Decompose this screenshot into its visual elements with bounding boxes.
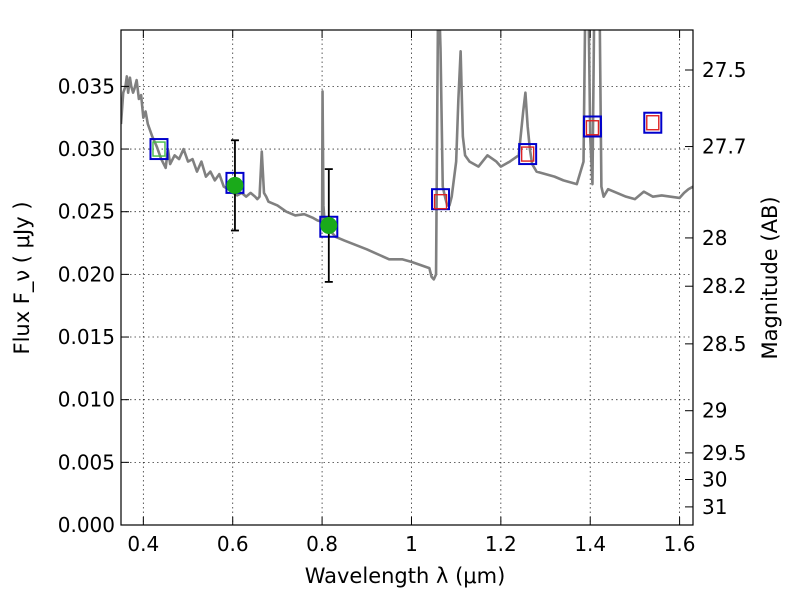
right-tick-label: 27.7 [702,135,747,159]
upper-limit-square [520,146,535,162]
y-tick-label: 0.005 [58,450,115,474]
observed-detection-point [226,176,244,194]
right-tick-label: 29 [702,399,727,423]
model-sed-line [121,30,693,281]
y-axis-title: Flux F_ν ( μJy ) [10,201,35,354]
right-tick-label: 28.5 [702,332,747,356]
model-sed-layer [121,30,693,281]
y-tick-label: 0.010 [58,388,115,412]
x-tick-label: 0.8 [306,532,338,556]
x-tick-label: 0.6 [217,532,249,556]
y-tick-label: 0.015 [58,325,115,349]
model-photometry-square [643,111,663,134]
x-tick-label: 0.4 [127,532,159,556]
right-tick-label: 28.2 [702,274,747,298]
y-tick-label: 0.025 [58,200,115,224]
right-tick-label: 27.5 [702,58,747,82]
model-photometry-square [582,115,602,138]
y-tick-label: 0.035 [58,74,115,98]
right-tick-label: 28 [702,226,727,250]
observed-detection-point [320,216,338,234]
axes-frame [120,29,694,526]
x-tick-label: 1.4 [574,532,606,556]
right-axis-title: Magnitude (AB) [758,196,782,359]
model-photometry-square [149,138,169,161]
x-tick-label: 1 [405,532,418,556]
x-tick-label: 1.2 [485,532,517,556]
model-photometry-square [518,143,538,166]
x-tick-label: 1.6 [664,532,696,556]
x-axis-title: Wavelength λ (μm) [305,564,506,588]
upper-limit-square [585,120,600,136]
grid-lines [121,30,693,526]
y-tick-label: 0.000 [58,513,115,537]
y-tick-label: 0.030 [58,137,115,161]
right-tick-label: 30 [702,468,727,492]
right-tick-label: 29.5 [702,441,747,465]
observed-uv-square [152,141,166,157]
plot-frame [120,29,694,526]
y-tick-label: 0.020 [58,262,115,286]
tick-labels: 0.4 0.6 0.8 1 1.2 1.4 1.6 0.000 0.005 0.010 0.015 0… [58,58,747,556]
markers-layer [149,111,663,283]
upper-limit-square [433,193,448,210]
upper-limit-square [646,115,660,131]
right-tick-label: 31 [702,495,727,519]
